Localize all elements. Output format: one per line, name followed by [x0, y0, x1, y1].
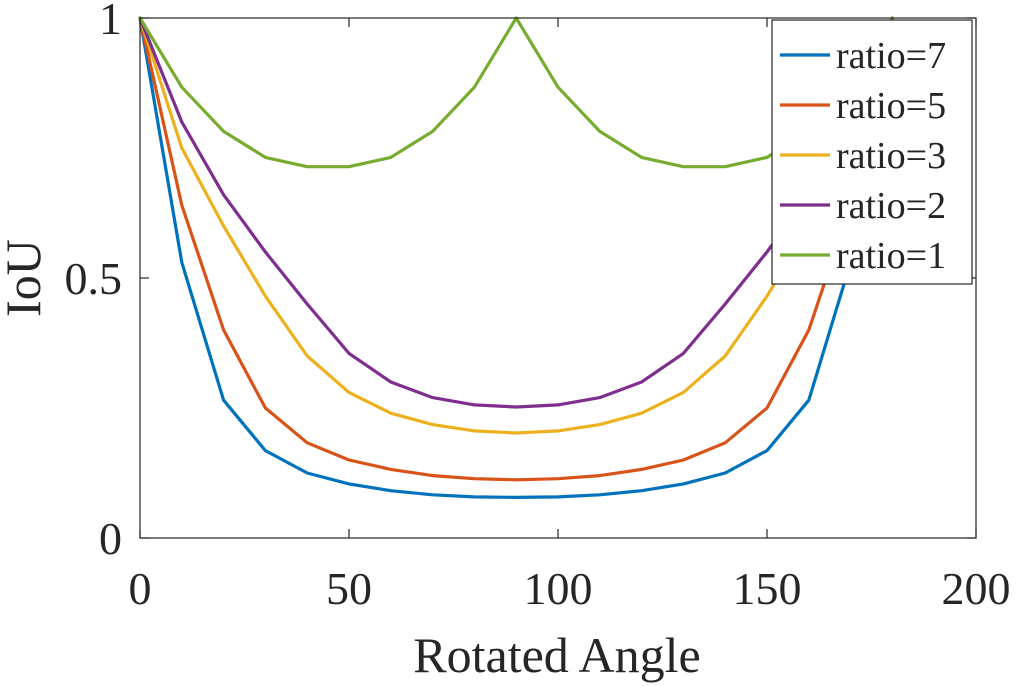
legend-box: [771, 19, 973, 285]
series-line-ratio-7: [138, 16, 895, 499]
legend-label-ratio-2: ratio=2: [836, 185, 946, 227]
legend-label-ratio-3: ratio=3: [836, 135, 946, 177]
x-axis-title: Rotated Angle: [413, 627, 700, 683]
legend: ratio=7 ratio=5 ratio=3 ratio=2 ratio=1: [771, 19, 973, 285]
y-tick-label: 1: [99, 0, 122, 44]
series-line-ratio-3: [138, 16, 895, 435]
legend-label-ratio-1: ratio=1: [836, 235, 946, 277]
x-tick-label: 150: [733, 563, 802, 614]
x-tick-label: 100: [524, 563, 593, 614]
y-tick-label: 0: [99, 513, 122, 564]
axes: 0 50 100 150 200 0 0.5 1: [65, 0, 1011, 614]
y-tick-label: 0.5: [65, 253, 123, 304]
x-tick-label: 0: [129, 563, 152, 614]
x-tick-label: 200: [942, 563, 1011, 614]
x-tick-label: 50: [326, 563, 372, 614]
y-axis-title: IoU: [0, 239, 51, 317]
series-line-ratio-2: [138, 16, 895, 409]
legend-label-ratio-7: ratio=7: [836, 35, 946, 77]
legend-label-ratio-5: ratio=5: [836, 85, 946, 127]
series-line-ratio-5: [138, 16, 895, 482]
